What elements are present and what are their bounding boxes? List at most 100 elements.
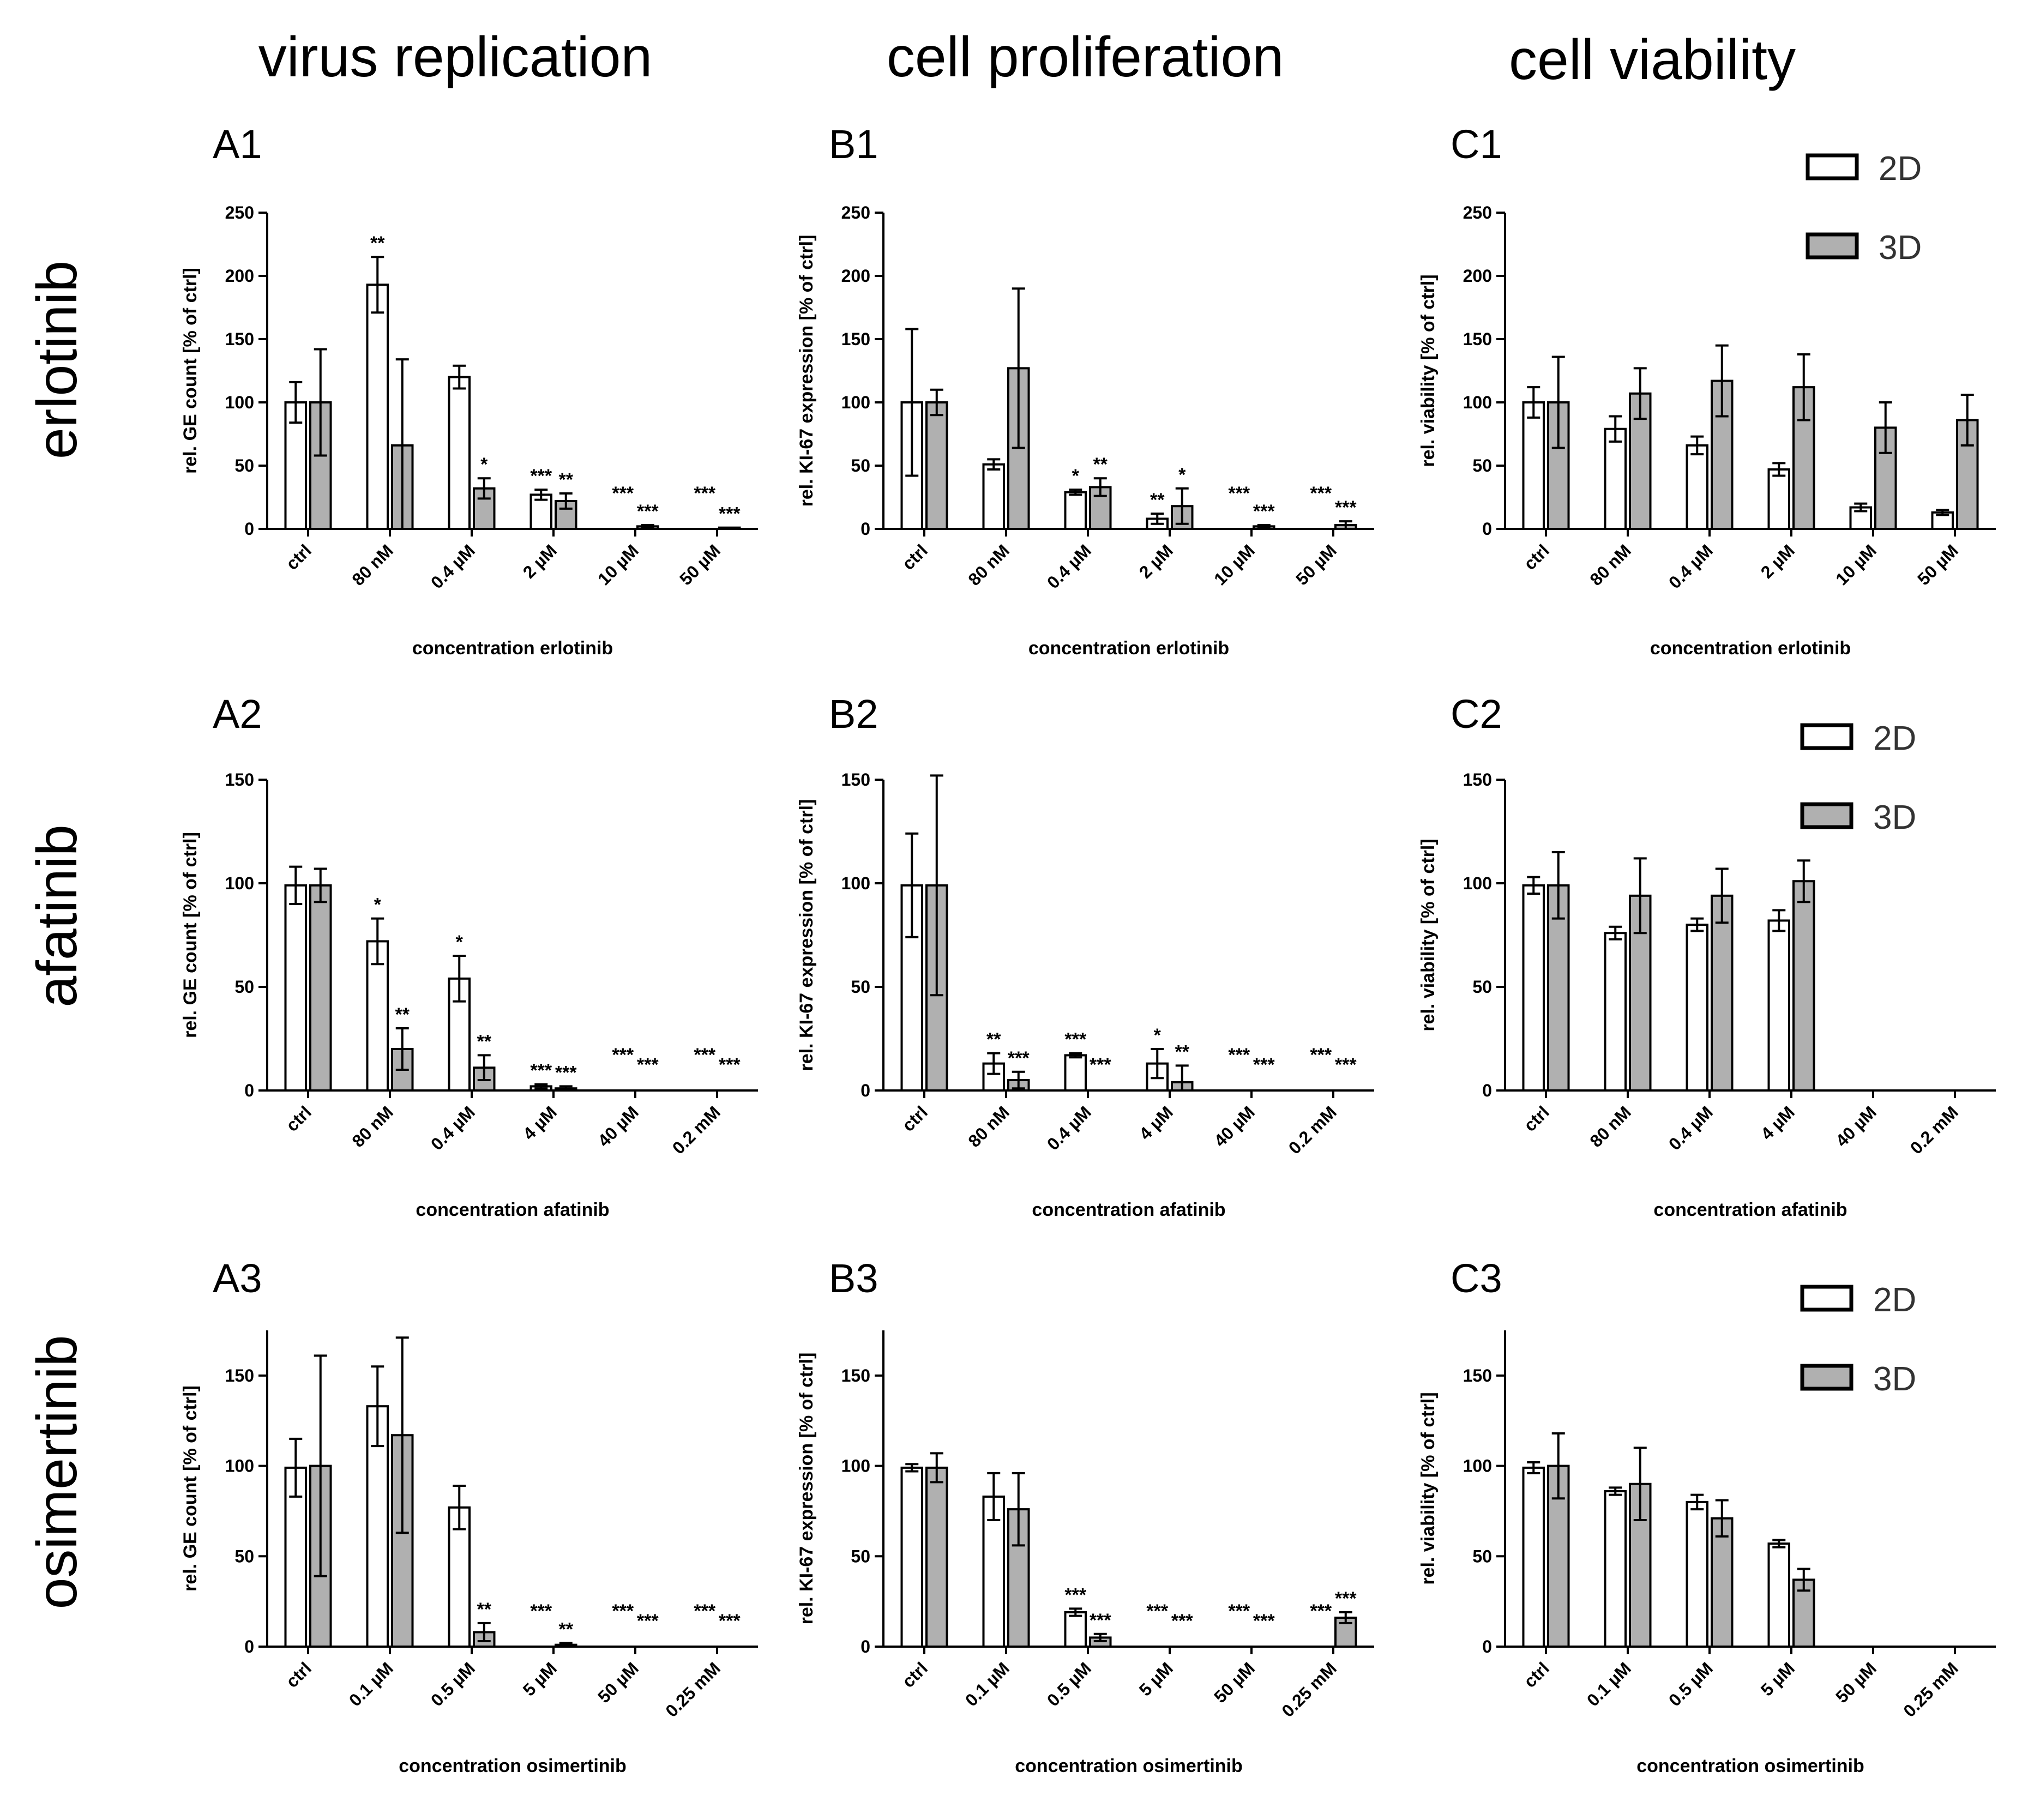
y-tick-label: 200: [225, 266, 254, 286]
x-tick-label: 40 µM: [1832, 1102, 1880, 1150]
y-tick-label: 200: [1463, 266, 1492, 286]
y-tick-label: 50: [234, 456, 254, 475]
x-tick-label: 0.4 µM: [1043, 540, 1095, 592]
y-tick-label: 150: [841, 770, 870, 790]
legend-3d-swatch: [1800, 1364, 1854, 1391]
y-axis-label: rel. KI-67 expression [% of ctrl]: [796, 1353, 817, 1625]
y-tick-label: 100: [841, 1456, 870, 1476]
significance-marker: ***: [1090, 1054, 1111, 1075]
significance-marker: ***: [719, 1054, 741, 1075]
panel-label: B3: [829, 1256, 878, 1301]
chart-b3: B3 0 50 100 150 rel. KI-67 expression [% of c…: [796, 1256, 1374, 1776]
charts-layer: A1 0 50 100 150 200 250 rel. GE count [% of ctr…: [180, 122, 1996, 1776]
x-tick-label: 80 nM: [1586, 1102, 1635, 1151]
legend-3d-label: 3D: [1879, 229, 1922, 267]
significance-marker: *: [480, 454, 488, 475]
y-axis-label: rel. GE count [% of ctrl]: [180, 1385, 201, 1592]
x-axis-label: concentration erlotinib: [1028, 638, 1229, 659]
y-tick-label: 150: [225, 770, 254, 790]
legend-2d-swatch: [1800, 1285, 1854, 1312]
x-tick-label: 40 µM: [1210, 1102, 1259, 1150]
x-tick-label: 0.25 mM: [661, 1658, 724, 1721]
significance-marker: ***: [1253, 501, 1275, 522]
panel-label: B2: [829, 691, 878, 737]
y-axis-label: rel. GE count [% of ctrl]: [180, 268, 201, 474]
significance-marker: **: [1150, 490, 1165, 510]
significance-marker: **: [370, 233, 385, 254]
y-tick-label: 100: [225, 1456, 254, 1476]
x-tick-label: 0.25 mM: [1899, 1658, 1962, 1721]
bar-2d: [1604, 932, 1627, 1092]
chart-c2: C2 0 50 100 150 rel. viability [% of ctrl] ctr…: [1418, 691, 1996, 1220]
x-tick-label: 0.1 µM: [1583, 1658, 1635, 1710]
y-axis-label: rel. viability [% of ctrl]: [1418, 1392, 1439, 1584]
y-tick-label: 250: [841, 203, 870, 222]
legend-3d-swatch: [1806, 232, 1859, 260]
y-tick-label: 150: [841, 1366, 870, 1385]
y-tick-label: 100: [1463, 873, 1492, 893]
bar-2d: [366, 940, 389, 1092]
x-tick-label: 5 µM: [1757, 1658, 1798, 1700]
significance-marker: ***: [1008, 1048, 1030, 1069]
x-tick-label: 5 µM: [519, 1658, 561, 1700]
bar-2d: [1686, 444, 1708, 530]
x-tick-label: 0.1 µM: [345, 1658, 397, 1710]
x-tick-label: ctrl: [898, 1102, 931, 1135]
y-axis-label: rel. GE count [% of ctrl]: [180, 832, 201, 1038]
significance-marker: **: [477, 1031, 492, 1052]
x-axis-label: concentration osimertinib: [399, 1756, 627, 1776]
x-tick-label: 0.5 µM: [1043, 1658, 1095, 1710]
x-tick-label: ctrl: [1520, 1102, 1553, 1135]
x-tick-label: 4 µM: [1135, 1102, 1177, 1143]
x-tick-label: 0.5 µM: [1665, 1658, 1717, 1710]
y-tick-label: 100: [841, 873, 870, 893]
significance-marker: ***: [1253, 1611, 1275, 1631]
x-tick-label: 80 nM: [964, 540, 1013, 589]
y-tick-label: 100: [1463, 1456, 1492, 1476]
significance-marker: *: [1072, 466, 1080, 486]
significance-marker: **: [1175, 1041, 1190, 1062]
significance-marker: ***: [719, 504, 741, 525]
y-tick-label: 50: [234, 977, 254, 997]
significance-marker: **: [986, 1029, 1001, 1050]
chart-c1: C1 0 50 100 150 200 250 rel. viability [% of ct…: [1418, 122, 1996, 659]
bar-2d: [366, 284, 389, 530]
legend-2d-swatch: [1806, 153, 1859, 180]
bar-3d: [925, 1466, 948, 1648]
y-tick-label: 0: [244, 519, 254, 539]
x-tick-label: ctrl: [282, 1658, 315, 1691]
y-tick-label: 50: [234, 1546, 254, 1566]
significance-marker: *: [456, 932, 464, 953]
panel-label: A3: [213, 1256, 262, 1301]
x-tick-label: 50 µM: [1292, 540, 1340, 589]
significance-marker: ***: [1228, 1601, 1250, 1622]
bar-2d: [1604, 1490, 1627, 1648]
significance-marker: ***: [1090, 1610, 1111, 1631]
x-axis-label: concentration osimertinib: [1015, 1756, 1243, 1776]
x-tick-label: 5 µM: [1135, 1658, 1177, 1700]
panel-label: B1: [829, 122, 878, 167]
y-tick-label: 0: [1482, 1637, 1492, 1656]
bar-2d: [448, 376, 471, 530]
x-axis-label: concentration afatinib: [1032, 1200, 1225, 1220]
chart-a2: A2 0 50 100 150 rel. GE count [% of ctrl] ctrl…: [180, 691, 758, 1220]
significance-marker: ***: [719, 1611, 741, 1631]
significance-marker: ***: [637, 1611, 659, 1631]
chart-b1: B1 0 50 100 150 200 250 rel. KI-67 expression […: [796, 122, 1374, 659]
panel-label: A2: [213, 691, 262, 737]
y-tick-label: 0: [860, 519, 870, 539]
bar-2d: [1931, 511, 1954, 531]
legend-2d-label: 2D: [1873, 720, 1916, 757]
x-tick-label: ctrl: [898, 1658, 931, 1691]
y-tick-label: 150: [1463, 770, 1492, 790]
x-tick-label: 0.4 µM: [427, 540, 479, 592]
y-tick-label: 50: [1472, 1546, 1492, 1566]
significance-marker: ***: [1253, 1054, 1275, 1075]
x-tick-label: 2 µM: [1135, 540, 1177, 582]
y-tick-label: 100: [1463, 393, 1492, 412]
x-tick-label: 50 µM: [1913, 540, 1962, 589]
significance-marker: ***: [1228, 1045, 1250, 1065]
significance-marker: ***: [1064, 1584, 1086, 1605]
bar-2d: [982, 463, 1005, 530]
significance-marker: ***: [1335, 1588, 1357, 1609]
